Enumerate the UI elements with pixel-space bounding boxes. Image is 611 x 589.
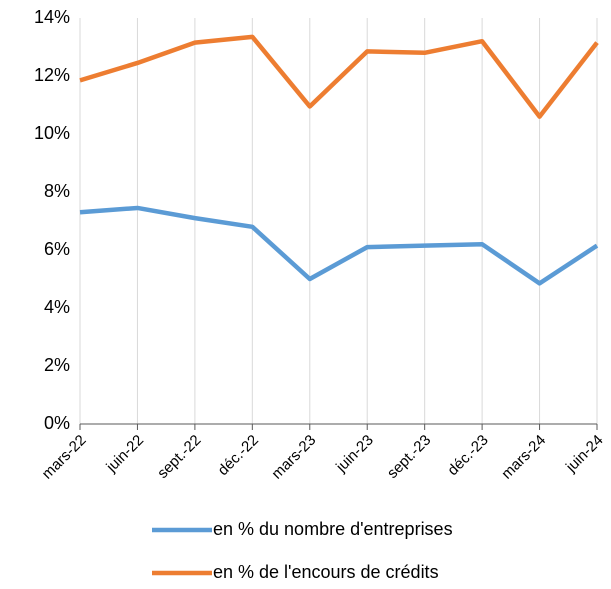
x-tick-label: déc.-23: [444, 432, 491, 479]
x-tick-label: sept.-22: [154, 432, 204, 482]
x-tick-label: mars-24: [498, 432, 549, 483]
x-tick-label: déc.-22: [215, 432, 262, 479]
x-tick-label: sept.-23: [384, 432, 434, 482]
series-line: [79, 34, 599, 119]
legend-label: en % du nombre d'entreprises: [213, 519, 453, 539]
x-tick-label: juin-24: [562, 432, 607, 477]
y-tick-label: 6%: [44, 239, 70, 259]
y-tick-label: 2%: [44, 355, 70, 375]
x-tick-label: juin-22: [103, 432, 148, 477]
y-tick-label: 8%: [44, 181, 70, 201]
x-tick-label: mars-23: [268, 432, 319, 483]
y-tick-label: 12%: [34, 65, 70, 85]
x-tick-label: mars-22: [39, 432, 90, 483]
y-tick-label: 4%: [44, 297, 70, 317]
y-tick-label: 10%: [34, 123, 70, 143]
legend-label: en % de l'encours de crédits: [213, 562, 439, 582]
y-tick-label: 14%: [34, 7, 70, 27]
y-tick-label: 0%: [44, 413, 70, 433]
series-line: [79, 205, 599, 286]
x-tick-label: juin-23: [332, 432, 377, 477]
